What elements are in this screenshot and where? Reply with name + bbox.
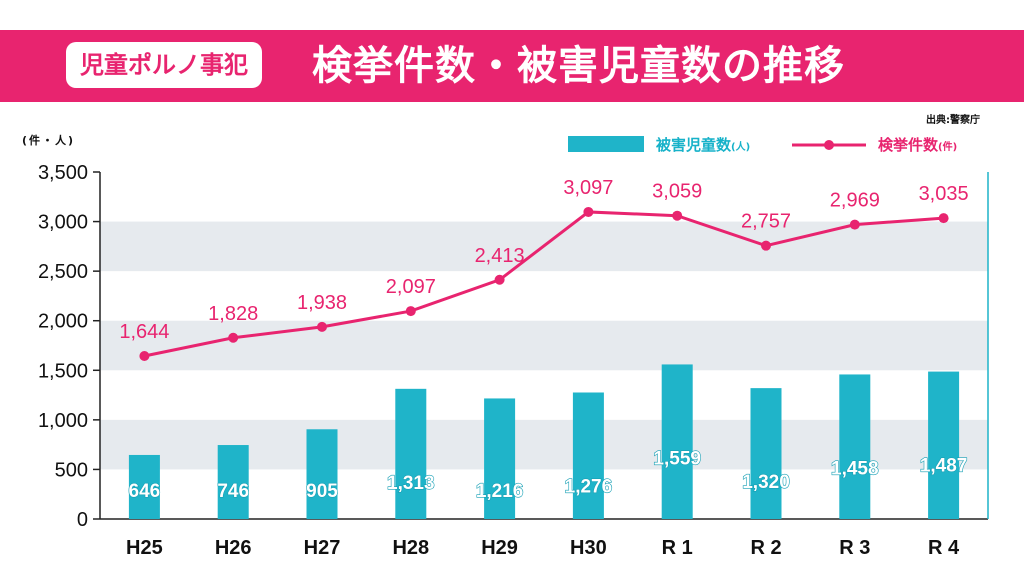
bar-value-label: 1,216 <box>476 481 524 502</box>
x-tick-label: R 4 <box>928 537 960 559</box>
cases-value-label: 3,035 <box>919 183 969 205</box>
source-note: 出典:警察庁 <box>926 115 980 126</box>
y-tick-label: 500 <box>55 459 88 481</box>
legend-cases-label: 検挙件数 <box>878 136 939 154</box>
legend-bar-swatch <box>568 136 644 152</box>
cases-value-label: 1,644 <box>119 321 169 343</box>
bar <box>395 388 427 519</box>
cases-point <box>317 321 327 332</box>
x-tick-label: H26 <box>215 537 252 559</box>
legend-line-swatch <box>792 140 866 150</box>
y-tick-label: 1,500 <box>38 360 88 382</box>
cases-point <box>139 351 150 362</box>
x-tick-label: R 2 <box>750 537 781 559</box>
cases-point <box>761 240 771 251</box>
bar <box>484 398 516 519</box>
bar <box>128 454 160 519</box>
cases-value-label: 2,097 <box>386 276 436 298</box>
bar-value-label: 746 <box>217 481 249 502</box>
x-tick-label: R 1 <box>662 537 693 559</box>
x-tick-label: H25 <box>126 537 163 559</box>
cases-line <box>144 210 944 358</box>
x-tick-label: R 3 <box>839 537 870 559</box>
y-tick-label: 1,000 <box>38 410 88 432</box>
unit-label: (件・人) <box>22 134 76 147</box>
cases-point <box>672 210 683 221</box>
cases-value-label: 2,757 <box>741 211 791 233</box>
cases-point <box>849 219 860 230</box>
cases-value-label: 3,059 <box>652 181 702 203</box>
cases-value-label: 2,413 <box>475 245 525 267</box>
chart-title: 検挙件数・被害児童数の推移 <box>312 43 845 89</box>
bar <box>217 445 249 519</box>
bar <box>928 371 960 519</box>
bar-value-label: 905 <box>306 481 338 502</box>
y-tick-label: 2,500 <box>38 261 88 283</box>
category-tag: 児童ポルノ事犯 <box>66 42 262 88</box>
y-tick-label: 2,000 <box>38 311 88 333</box>
cases-point <box>405 306 416 317</box>
y-tick-label: 0 <box>77 509 88 531</box>
cases-point <box>583 206 594 217</box>
x-tick-label: H30 <box>570 537 607 559</box>
cases-value-label: 2,969 <box>830 190 880 212</box>
x-tick-label: H29 <box>481 537 518 559</box>
bar-value-label: 1,559 <box>653 448 701 469</box>
y-tick-label: 3,000 <box>38 212 88 234</box>
bar-value-label: 1,487 <box>920 456 968 477</box>
bar <box>306 429 338 519</box>
bar <box>661 364 693 519</box>
grid-band <box>100 320 988 371</box>
bar-value-label: 1,313 <box>387 473 435 494</box>
y-tick-label: 3,500 <box>38 162 88 184</box>
cases-value-label: 1,828 <box>208 303 258 325</box>
bar <box>750 388 782 519</box>
legend-victims-unit: (人) <box>731 142 751 153</box>
x-tick-label: H28 <box>392 537 429 559</box>
legend-victims-label: 被害児童数 <box>656 136 732 154</box>
bar-value-label: 1,276 <box>565 476 613 497</box>
cases-point <box>228 332 239 343</box>
bar <box>572 392 604 519</box>
x-tick-label: H27 <box>304 537 341 559</box>
cases-value-label: 3,097 <box>563 177 613 199</box>
bar-value-label: 1,320 <box>742 472 790 493</box>
title-banner: 児童ポルノ事犯 検挙件数・被害児童数の推移 <box>0 30 1024 102</box>
legend-cases-unit: (件) <box>938 142 958 153</box>
cases-point <box>494 274 505 285</box>
bar-value-label: 646 <box>129 481 161 502</box>
bar-value-label: 1,458 <box>831 458 879 479</box>
cases-point <box>938 213 949 224</box>
bar <box>839 374 871 519</box>
cases-value-label: 1,938 <box>297 292 347 314</box>
